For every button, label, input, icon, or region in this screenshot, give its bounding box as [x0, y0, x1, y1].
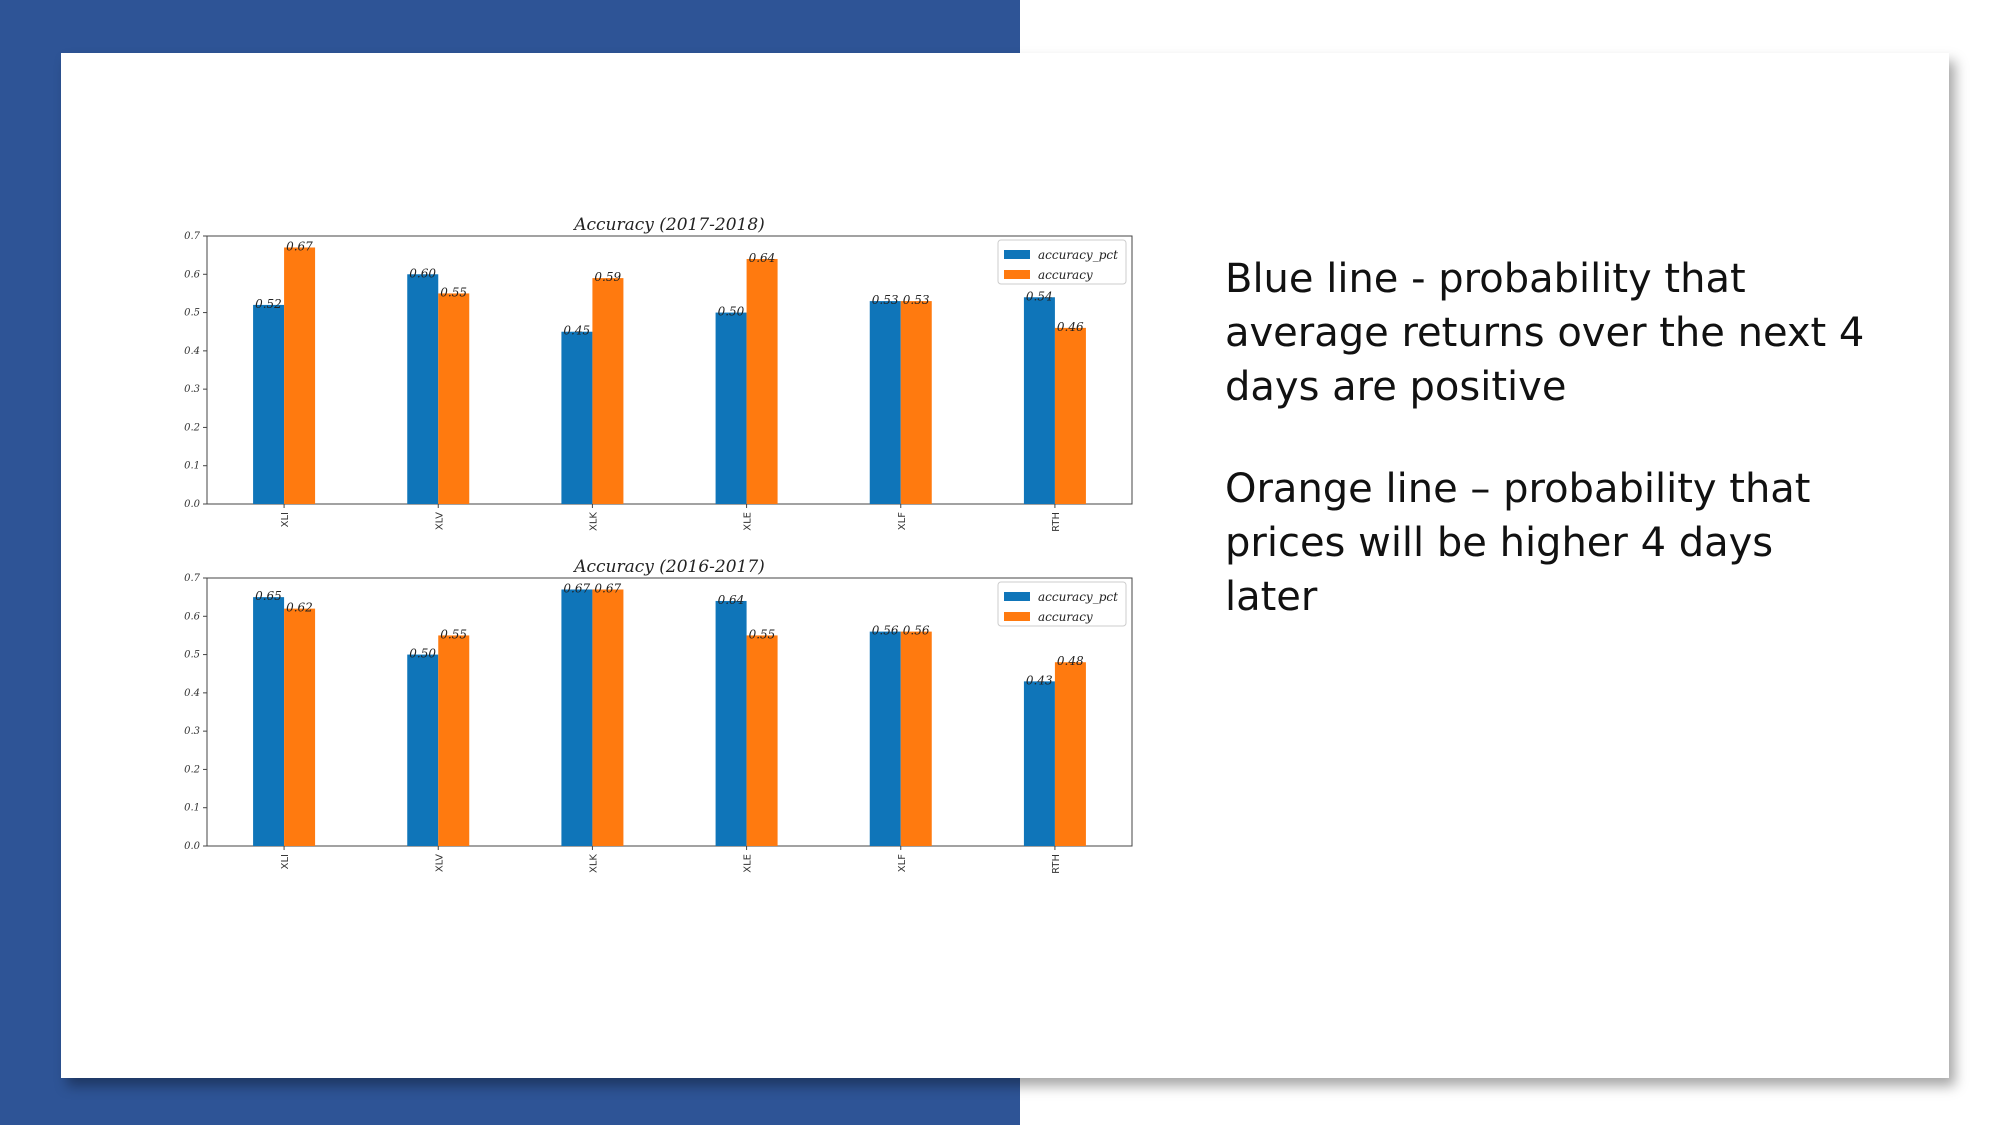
y-tick-label: 0.4 [184, 346, 200, 357]
x-tick-label: XLI [280, 512, 291, 527]
data-label: 0.54 [1026, 289, 1053, 303]
legend-label-accuracy: accuracy [1038, 610, 1093, 624]
slide-card [61, 53, 1949, 1078]
data-label: 0.45 [563, 324, 590, 338]
bar-accuracy-xli [284, 247, 316, 504]
y-tick-label: 0.2 [184, 764, 200, 775]
bar-accuracy-xlf [900, 301, 932, 504]
x-tick-label: XLI [280, 854, 291, 869]
legend-swatch-accuracy_pct [1004, 592, 1030, 601]
bar-accuracy-xlv [438, 635, 470, 846]
legend: accuracy_pct accuracy [997, 581, 1127, 627]
bar-accuracy_pct-rth [1023, 297, 1055, 504]
bar-accuracy_pct-xlv [407, 654, 439, 846]
bar-accuracy_pct-xlk [561, 331, 593, 504]
y-tick-label: 0.1 [184, 803, 200, 814]
data-label: 0.62 [286, 601, 313, 615]
bar-accuracy_pct-xle [715, 600, 747, 846]
y-tick-label: 0.7 [184, 573, 201, 584]
bar-accuracy_pct-xle [715, 312, 747, 504]
data-label: 0.60 [409, 266, 436, 280]
x-tick-label: XLK [588, 854, 599, 873]
orange-line-note: Orange line – probability that prices wi… [1225, 466, 1811, 620]
y-tick-label: 0.7 [184, 231, 201, 242]
chart-accuracy-2016-2017: Accuracy (2016-2017) 0.0 0.1 0.2 0.3 0.4 0.5 0.… [184, 557, 1133, 874]
x-tick-label: XLV [434, 512, 445, 530]
legend-label-accuracy: accuracy [1038, 268, 1093, 282]
x-tick-label: XLF [897, 512, 908, 530]
chart-accuracy-2017-2018: Accuracy (2017-2018) 0.0 0.1 0.2 0.3 0.4 0.5 0.… [184, 215, 1133, 532]
data-label: 0.48 [1057, 654, 1084, 668]
x-tick-label: RTH [1051, 854, 1062, 874]
legend: accuracy_pct accuracy [997, 239, 1127, 285]
y-tick-label: 0.1 [184, 461, 200, 472]
legend-swatch-accuracy_pct [1004, 250, 1030, 259]
x-tick-label: XLV [434, 854, 445, 872]
bar-accuracy-xlv [438, 293, 470, 504]
bar-accuracy_pct-rth [1023, 681, 1055, 846]
blue-line-note: Blue line - probability that average ret… [1225, 256, 1865, 410]
bar-accuracy-rth [1054, 327, 1086, 504]
data-label: 0.59 [594, 270, 621, 284]
data-label: 0.55 [440, 627, 467, 641]
plot-frame [206, 577, 1133, 847]
data-label: 0.67 [563, 581, 590, 595]
data-label: 0.67 [594, 581, 621, 595]
bar-accuracy-xle [746, 258, 778, 504]
y-tick-label: 0.6 [184, 269, 201, 280]
bar-accuracy_pct-xli [253, 304, 285, 504]
chart-title: Accuracy (2017-2018) [572, 215, 765, 235]
data-label: 0.67 [286, 239, 313, 253]
data-label: 0.65 [255, 589, 282, 603]
y-tick-label: 0.3 [184, 726, 200, 737]
legend-label-accuracy_pct: accuracy_pct [1038, 248, 1118, 262]
x-tick-label: XLE [743, 512, 754, 531]
bar-accuracy-xli [284, 608, 316, 846]
y-tick-label: 0.4 [184, 688, 200, 699]
y-tick-label: 0.0 [184, 841, 201, 852]
y-tick-label: 0.5 [184, 308, 200, 319]
data-label: 0.55 [440, 285, 467, 299]
data-label: 0.64 [718, 593, 745, 607]
y-tick-label: 0.2 [184, 422, 200, 433]
bar-accuracy_pct-xlf [869, 631, 901, 846]
y-tick-label: 0.3 [184, 384, 200, 395]
x-tick-label: XLE [743, 854, 754, 873]
bar-accuracy-rth [1054, 662, 1086, 846]
data-label: 0.50 [409, 647, 436, 661]
data-label: 0.53 [903, 293, 930, 307]
data-label: 0.46 [1057, 320, 1084, 334]
data-label: 0.53 [872, 293, 899, 307]
bar-accuracy_pct-xli [253, 597, 285, 846]
bar-accuracy_pct-xlv [407, 274, 439, 504]
bar-accuracy-xlk [592, 278, 624, 504]
legend-swatch-accuracy [1004, 612, 1030, 621]
data-label: 0.55 [749, 627, 776, 641]
bar-accuracy-xlk [592, 589, 624, 846]
plot-frame [206, 235, 1133, 505]
y-tick-label: 0.6 [184, 611, 201, 622]
data-label: 0.56 [903, 624, 930, 638]
bar-accuracy_pct-xlf [869, 301, 901, 504]
data-label: 0.56 [872, 624, 899, 638]
y-tick-label: 0.5 [184, 650, 200, 661]
bar-accuracy_pct-xlk [561, 589, 593, 846]
y-tick-label: 0.0 [184, 499, 201, 510]
bar-accuracy-xle [746, 635, 778, 846]
x-tick-label: RTH [1051, 512, 1062, 532]
bar-accuracy-xlf [900, 631, 932, 846]
data-label: 0.43 [1026, 673, 1053, 687]
x-tick-label: XLK [588, 512, 599, 531]
data-label: 0.50 [718, 305, 745, 319]
x-tick-label: XLF [897, 854, 908, 872]
description-text: Blue line - probability that average ret… [1225, 252, 1865, 672]
legend-label-accuracy_pct: accuracy_pct [1038, 590, 1118, 604]
chart-title: Accuracy (2016-2017) [572, 557, 765, 577]
legend-swatch-accuracy [1004, 270, 1030, 279]
data-label: 0.52 [255, 297, 282, 311]
data-label: 0.64 [749, 251, 776, 265]
